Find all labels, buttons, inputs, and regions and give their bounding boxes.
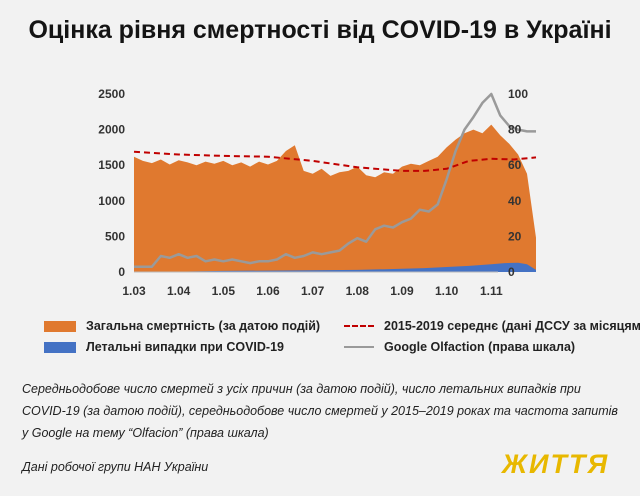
x-tick-label-3: 1.06 — [256, 284, 280, 298]
legend-label-covid: Летальні випадки при COVID-19 — [86, 340, 284, 354]
data-source: Дані робочої групи НАН України — [22, 460, 209, 474]
legend-swatch-google — [344, 346, 374, 348]
legend-item-baseline: 2015-2019 середнє (дані ДССУ за місяцями… — [344, 319, 640, 333]
legend-swatch-total — [44, 320, 76, 332]
y-left-tick-label-5: 2500 — [98, 87, 125, 101]
legend-swatch-covid — [44, 341, 76, 353]
legend-item-total-mortality: Загальна смертність (за датою подій) — [44, 319, 320, 333]
x-tick-label-4: 1.07 — [301, 284, 325, 298]
y-right-tick-label-1: 20 — [508, 229, 522, 243]
y-left-tick-label-0: 0 — [118, 265, 125, 279]
x-tick-label-8: 1.11 — [480, 284, 503, 298]
y-left-tick-label-1: 500 — [105, 229, 125, 243]
y-right-tick-label-2: 40 — [508, 194, 522, 208]
y-left-tick-label-3: 1500 — [98, 158, 125, 172]
chart-caption: Середньодобове число смертей з усіх прич… — [22, 382, 618, 440]
tick-layer: 0 500 1000 1500 2000 2500 0 20 40 60 80 100 1.03 1.04… — [98, 87, 528, 298]
legend-label-baseline: 2015-2019 середнє (дані ДССУ за місяцями… — [384, 319, 640, 333]
x-tick-label-2: 1.05 — [212, 284, 236, 298]
legend-label-total: Загальна смертність (за датою подій) — [86, 319, 321, 333]
x-tick-label-1: 1.04 — [167, 284, 191, 298]
y-right-tick-label-5: 100 — [508, 87, 528, 101]
line-layer — [133, 92, 537, 268]
legend-item-covid-deaths: Летальні випадки при COVID-19 — [44, 340, 284, 354]
series-line-3 — [134, 92, 536, 268]
series-area-0 — [134, 124, 536, 272]
brand-logo: ЖИТТЯ — [502, 449, 610, 479]
x-tick-label-7: 1.10 — [435, 284, 459, 298]
x-tick-label-6: 1.09 — [390, 284, 414, 298]
legend-item-google: Google Olfaction (права шкала) — [344, 340, 575, 354]
series-area-1 — [134, 262, 536, 272]
y-right-tick-label-3: 60 — [508, 158, 522, 172]
x-tick-label-5: 1.08 — [346, 284, 370, 298]
chart-svg: 0 500 1000 1500 2000 2500 0 20 40 60 80 100 1.03 1.04… — [98, 87, 537, 298]
y-right-tick-label-0: 0 — [508, 265, 515, 279]
x-tick-label-0: 1.03 — [122, 284, 146, 298]
legend-swatch-baseline — [344, 325, 374, 327]
chart-title: Оцінка рівня смертності від COVID-19 в У… — [28, 16, 612, 44]
y-left-tick-label-4: 2000 — [98, 123, 125, 137]
y-left-tick-label-2: 1000 — [98, 194, 125, 208]
legend-label-google: Google Olfaction (права шкала) — [384, 340, 576, 354]
y-right-tick-label-4: 80 — [508, 123, 522, 137]
area-layer — [134, 124, 536, 272]
